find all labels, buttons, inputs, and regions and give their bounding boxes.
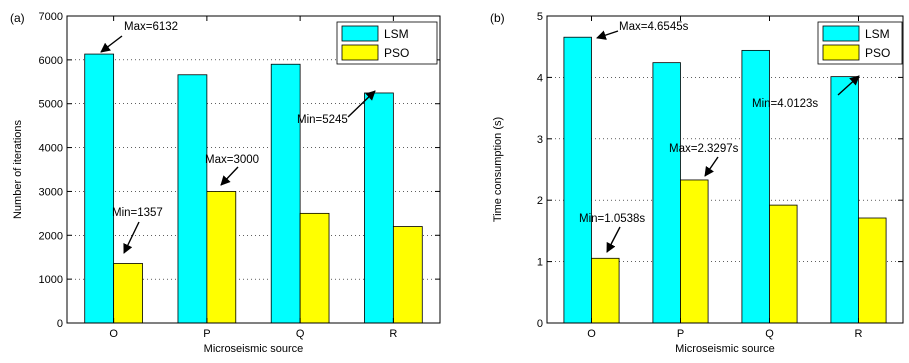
bar-lsm bbox=[652, 62, 681, 324]
y-tick-label: 4 bbox=[537, 72, 543, 84]
bar-lsm bbox=[563, 36, 592, 324]
annotation-label: Max=2.3297s bbox=[669, 143, 739, 155]
x-tick-label: R bbox=[855, 328, 863, 340]
y-tick-label: 0 bbox=[57, 318, 63, 330]
bar-pso bbox=[113, 263, 143, 324]
y-tick-label: 5000 bbox=[39, 99, 63, 111]
y-tick-label: 1 bbox=[537, 257, 543, 269]
annotation-arrow bbox=[100, 35, 123, 53]
bar-pso bbox=[299, 212, 330, 324]
x-axis-label: Microseismic source bbox=[204, 343, 304, 355]
x-tick-label: P bbox=[203, 328, 210, 340]
x-axis-label: Microseismic source bbox=[675, 343, 775, 355]
x-tick-label: R bbox=[389, 328, 397, 340]
legend-swatch-pso bbox=[822, 44, 860, 61]
y-tick-label: 3000 bbox=[39, 186, 63, 198]
annotation-arrow bbox=[606, 226, 621, 253]
bar-lsm bbox=[741, 49, 770, 324]
panel-label: (b) bbox=[490, 11, 505, 25]
annotation-arrow bbox=[220, 166, 239, 186]
y-tick-label: 1000 bbox=[39, 274, 63, 286]
x-tick-label: P bbox=[677, 328, 684, 340]
legend-label-pso: PSO bbox=[384, 46, 409, 60]
annotation-arrow bbox=[704, 156, 719, 177]
y-tick-label: 0 bbox=[537, 318, 543, 330]
bar-pso bbox=[680, 179, 709, 324]
x-tick-label: O bbox=[109, 328, 118, 340]
annotation-label: Min=1357 bbox=[112, 207, 163, 219]
y-tick-label: 7000 bbox=[39, 11, 63, 23]
bar-pso bbox=[769, 204, 798, 324]
x-tick-label: O bbox=[587, 328, 596, 340]
y-tick-label: 4000 bbox=[39, 143, 63, 155]
annotation-arrow bbox=[596, 30, 619, 40]
legend-swatch-lsm bbox=[822, 25, 860, 42]
annotation-arrow bbox=[837, 75, 860, 96]
x-tick-label: Q bbox=[296, 328, 305, 340]
y-tick-label: 2000 bbox=[39, 230, 63, 242]
legend-label-lsm: LSM bbox=[865, 27, 890, 41]
x-tick-label: Q bbox=[765, 328, 774, 340]
chart-panel-a: 0 1000 2000 3000 4000 5000 6000 7000 O P Q R Microse… bbox=[10, 11, 441, 355]
annotation-arrow bbox=[123, 221, 140, 254]
bar-pso bbox=[591, 257, 620, 324]
y-tick-label: 5 bbox=[537, 11, 543, 23]
annotation-label: Min=4.0123s bbox=[752, 98, 818, 110]
plot-frame bbox=[66, 15, 441, 324]
bar-lsm bbox=[830, 76, 859, 324]
bar-lsm bbox=[177, 74, 208, 324]
y-tick-label: 6000 bbox=[39, 55, 63, 67]
legend-label-lsm: LSM bbox=[384, 27, 409, 41]
chart-panel-b: 0 1 2 3 4 5 O P Q R Microseismic source Time consum… bbox=[490, 11, 904, 355]
bar-pso bbox=[392, 226, 423, 324]
bar-lsm bbox=[270, 63, 301, 324]
bar-pso bbox=[206, 191, 237, 324]
panel-label: (a) bbox=[10, 11, 25, 25]
y-tick-label: 2 bbox=[537, 195, 543, 207]
bar-lsm bbox=[364, 92, 394, 324]
bar-lsm bbox=[84, 53, 115, 324]
plot-frame bbox=[546, 15, 904, 324]
bar-pso bbox=[858, 217, 887, 324]
legend-swatch-pso bbox=[341, 44, 379, 61]
y-axis-label: Number of iterations bbox=[12, 119, 24, 219]
y-axis-label: Time consumption (s) bbox=[492, 117, 504, 222]
legend-label-pso: PSO bbox=[865, 46, 890, 60]
legend-swatch-lsm bbox=[341, 25, 379, 42]
annotation-label: Min=5245 bbox=[297, 114, 348, 126]
annotation-label: Min=1.0538s bbox=[579, 213, 645, 225]
annotation-label: Max=4.6545s bbox=[619, 21, 689, 33]
y-tick-label: 3 bbox=[537, 134, 543, 146]
annotation-label: Max=3000 bbox=[205, 154, 259, 166]
annotation-arrow bbox=[347, 90, 376, 118]
annotation-label: Max=6132 bbox=[124, 21, 178, 33]
